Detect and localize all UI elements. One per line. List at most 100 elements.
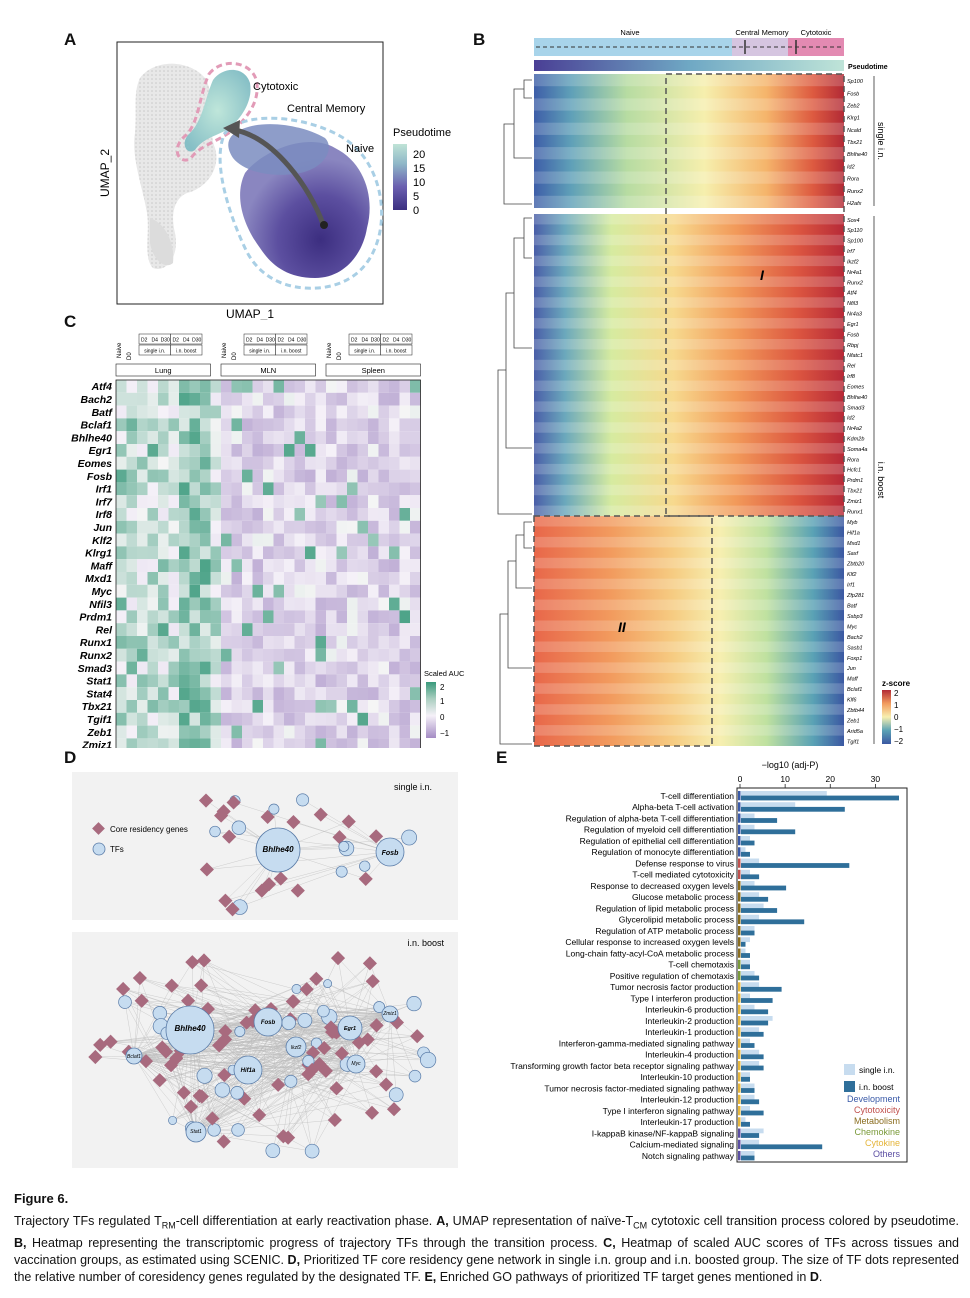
auc-cell <box>410 597 421 611</box>
heatmap-row-stripe <box>534 578 844 590</box>
heatmap-row-stripe <box>534 484 844 496</box>
auc-cell <box>347 636 358 649</box>
auc-cell <box>294 725 305 739</box>
network-gene-node <box>285 994 300 1009</box>
auc-cell <box>399 482 410 496</box>
auc-cell <box>273 700 284 713</box>
auc-cell <box>231 380 242 393</box>
network-edge <box>124 1001 197 1133</box>
go-bar-boost <box>741 1031 764 1037</box>
auc-cell <box>294 495 305 508</box>
auc-cell <box>284 520 295 534</box>
auc-cell <box>305 444 316 457</box>
auc-cell <box>399 444 410 457</box>
auc-cell <box>263 636 274 649</box>
auc-cell <box>200 405 211 419</box>
auc-cell <box>410 610 421 624</box>
auc-cell <box>116 456 127 470</box>
auc-cell <box>147 597 158 611</box>
go-term-label: Interleukin-12 production <box>640 1095 734 1105</box>
go-bar-single <box>741 1139 760 1145</box>
auc-cell <box>189 687 200 700</box>
auc-cell <box>168 687 179 700</box>
auc-cell <box>294 456 305 470</box>
go-term-label: Alpha-beta T-cell activation <box>632 802 734 812</box>
auc-cell <box>378 546 389 560</box>
auc-cell <box>221 636 232 649</box>
gene-label-klf2: Klf2 <box>847 572 856 578</box>
heatmap-boost-cluster-i <box>534 214 844 516</box>
auc-cell <box>389 572 400 585</box>
gene-label-myc: Myc <box>847 624 857 630</box>
network-edge <box>247 1069 373 1113</box>
auc-cell <box>357 572 368 585</box>
go-bar-boost <box>741 1065 764 1071</box>
tf-label-klrg1: Klrg1 <box>85 548 112 560</box>
auc-cell <box>326 405 337 419</box>
heatmap-row-stripe <box>534 557 844 569</box>
state-label-central: Central Memory <box>735 28 789 37</box>
auc-cell <box>315 444 326 457</box>
auc-cell <box>357 405 368 419</box>
auc-cell <box>200 482 211 496</box>
heatmap-row-stripe <box>534 725 844 736</box>
auc-cell <box>347 418 358 432</box>
auc-cell <box>284 725 295 739</box>
auc-cell <box>336 623 347 636</box>
go-term-label: Cellular response to increased oxygen le… <box>565 937 734 947</box>
heatmap-row-stripe <box>534 536 844 548</box>
tf-label-zeb1: Zeb1 <box>86 727 112 739</box>
go-bar-single <box>741 881 755 886</box>
auc-cell <box>399 559 410 572</box>
naive-label: Naive <box>222 342 228 358</box>
auc-cell <box>147 405 158 419</box>
auc-heatmap-frame <box>115 379 421 748</box>
auc-cell <box>126 405 137 419</box>
go-category-marker <box>738 813 741 823</box>
auc-cell <box>242 508 253 521</box>
go-bar-single <box>741 858 760 864</box>
network-edge <box>195 1084 387 1133</box>
auc-cell <box>368 520 379 534</box>
auc-cell <box>158 725 169 739</box>
go-category-marker <box>738 892 741 902</box>
auc-cell <box>368 738 379 748</box>
auc-cell <box>378 623 389 636</box>
auc-cell <box>336 418 347 432</box>
auc-cell <box>294 597 305 611</box>
auc-cell <box>273 738 284 748</box>
go-category-marker <box>738 993 741 1003</box>
gene-label-soma4a: Soma4a <box>847 447 868 453</box>
auc-cell <box>116 559 127 572</box>
auc-cell <box>378 610 389 624</box>
auc-cell <box>137 405 148 419</box>
auc-cell <box>116 418 127 432</box>
network-edge <box>195 963 371 1133</box>
auc-cell <box>179 508 190 521</box>
network-gene-node <box>313 807 328 822</box>
auc-cell <box>147 431 158 444</box>
auc-cell <box>158 520 169 534</box>
network-gene-node <box>192 1088 207 1103</box>
auc-cell <box>116 546 127 560</box>
auc-cell <box>200 610 211 624</box>
auc-cell <box>336 687 347 700</box>
auc-cell <box>326 584 337 598</box>
auc-cell <box>273 712 284 726</box>
auc-cell <box>147 418 158 432</box>
auc-cell <box>189 725 200 739</box>
auc-cell <box>336 700 347 713</box>
auc-cell <box>221 456 232 470</box>
auc-cell <box>126 431 137 444</box>
network-edge <box>223 1063 357 1142</box>
network-edge <box>295 958 339 1048</box>
auc-cell <box>189 405 200 419</box>
day-label-d4: D4 <box>152 338 159 344</box>
auc-cell <box>378 456 389 470</box>
auc-cell <box>315 610 326 624</box>
auc-cell <box>273 725 284 739</box>
auc-cell <box>305 456 316 470</box>
auc-cell <box>221 648 232 662</box>
go-category-marker <box>738 1016 741 1026</box>
group-label: single i.n. <box>354 349 375 355</box>
